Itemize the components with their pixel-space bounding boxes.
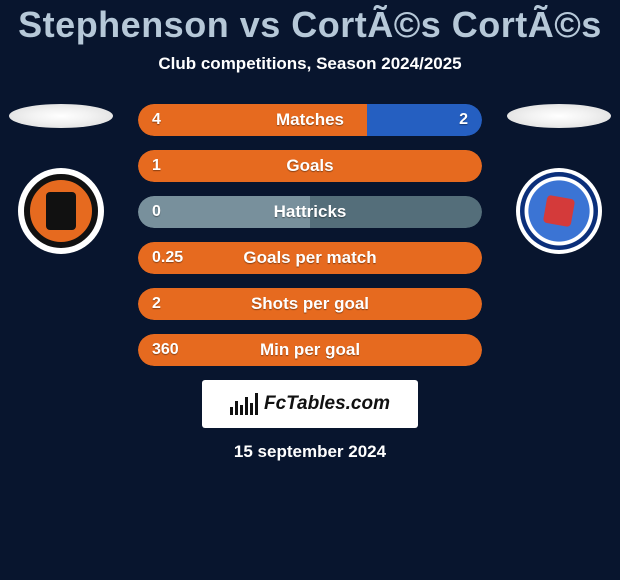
main-row: Matches 4 2 Goals 1 Hattricks 0 Goals per match… [0,104,620,366]
stat-label: Min per goal [260,340,360,360]
stat-row: Matches 4 2 [138,104,482,136]
lion-icon [543,195,575,227]
right-side [504,104,614,254]
stat-value-left: 360 [152,341,179,359]
stat-label: Matches [276,110,344,130]
stat-label: Hattricks [274,202,347,222]
stat-value-left: 1 [152,157,161,175]
club-badge-right [516,168,602,254]
stat-value-left: 0 [152,203,161,221]
brand-bars-icon [230,393,258,415]
stat-value-left: 4 [152,111,161,129]
stat-row: Goals 1 [138,150,482,182]
comparison-card: Stephenson vs CortÃ©s CortÃ©s Club compe… [0,0,620,462]
stat-label: Goals per match [243,248,376,268]
stat-value-left: 0.25 [152,249,183,267]
club-badge-left [18,168,104,254]
stat-value-left: 2 [152,295,161,313]
stats-table: Matches 4 2 Goals 1 Hattricks 0 Goals per match… [138,104,482,366]
brand-text: FcTables.com [264,393,390,415]
stat-row: Hattricks 0 [138,196,482,228]
stat-label: Shots per goal [251,294,369,314]
club-badge-left-inner [24,174,98,248]
brand-badge: FcTables.com [202,380,418,428]
club-badge-right-inner [520,172,598,250]
player-avatar-right [507,104,611,128]
stat-value-right: 2 [459,111,468,129]
stat-label: Goals [286,156,333,176]
stat-row: Min per goal 360 [138,334,482,366]
subtitle: Club competitions, Season 2024/2025 [0,54,620,74]
date-label: 15 september 2024 [0,442,620,462]
stat-row: Goals per match 0.25 [138,242,482,274]
stat-row: Shots per goal 2 [138,288,482,320]
left-side [6,104,116,254]
page-title: Stephenson vs CortÃ©s CortÃ©s [0,4,620,46]
player-avatar-left [9,104,113,128]
